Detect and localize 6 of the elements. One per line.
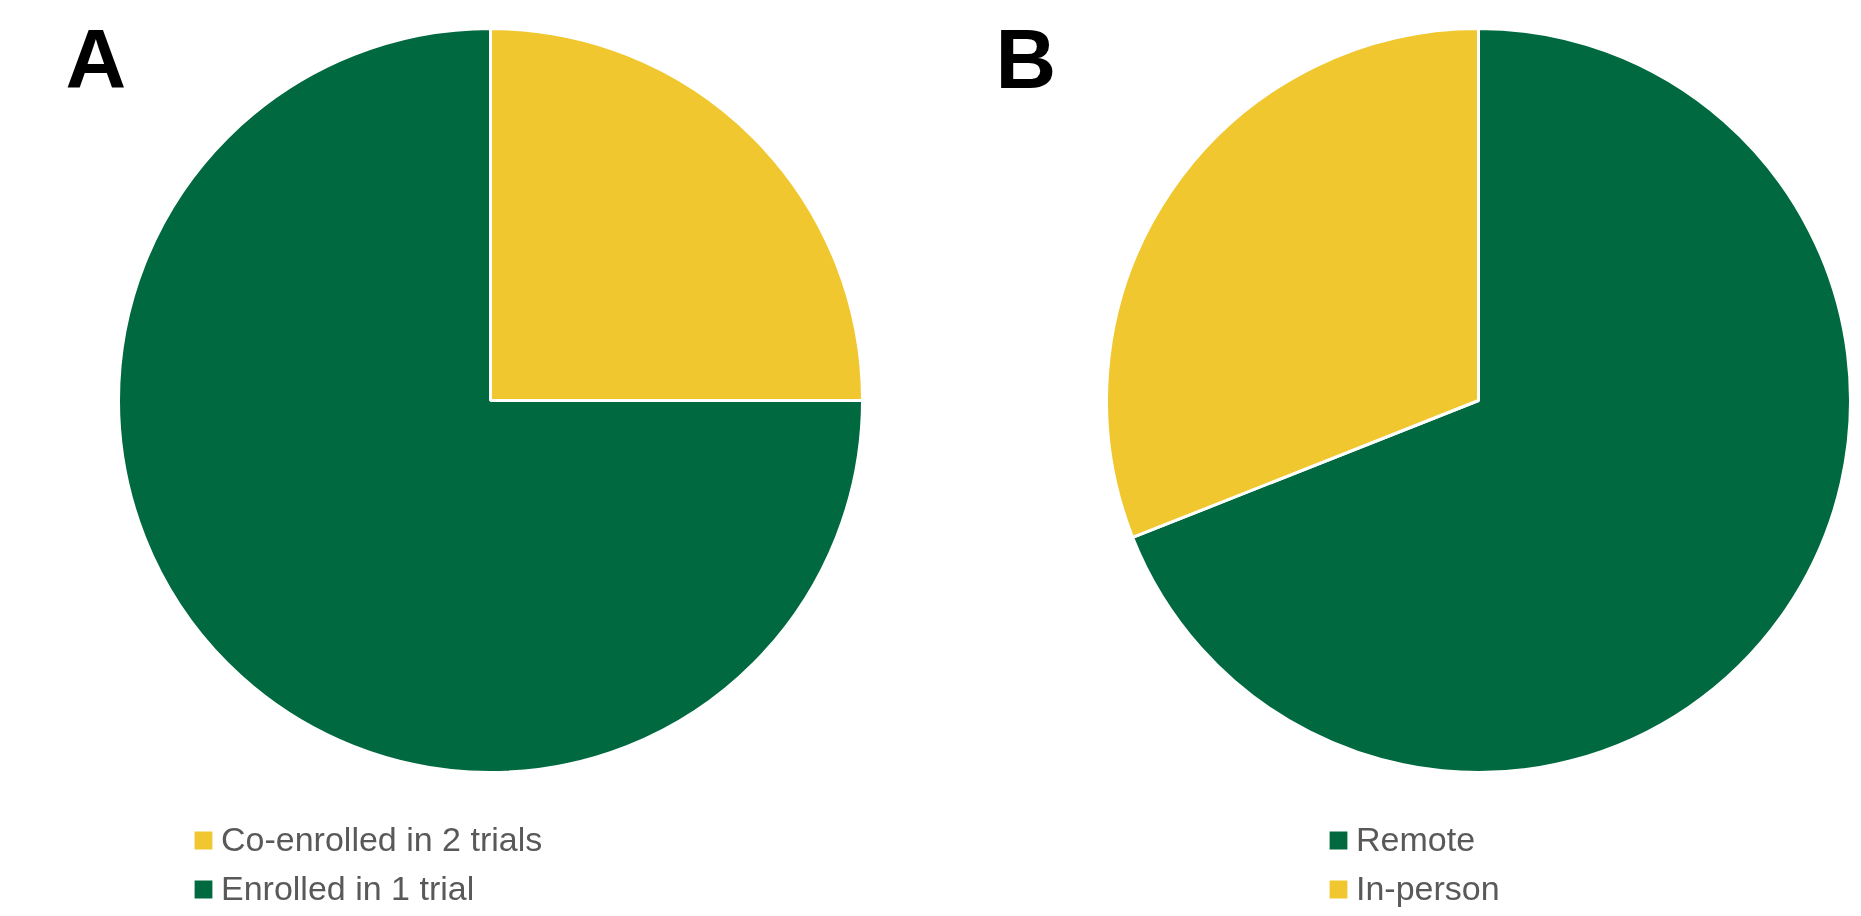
- legend-label: Enrolled in 1 trial: [221, 869, 475, 908]
- legend-label: Co-enrolled in 2 trials: [221, 820, 543, 859]
- legend-label: Remote: [1356, 820, 1476, 859]
- chart-title: B: [995, 11, 1057, 106]
- legend-label: In-person: [1356, 869, 1500, 908]
- chart-title: A: [65, 11, 127, 106]
